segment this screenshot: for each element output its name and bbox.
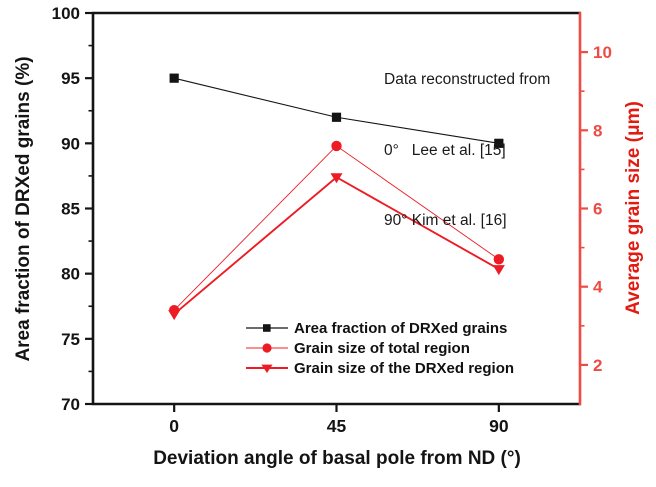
left-axis-title: Area fraction of DRXed grains (%) (13, 56, 34, 362)
annotation-line-1: Data reconstructed from (384, 71, 551, 88)
svg-text:95: 95 (61, 69, 80, 88)
svg-text:0: 0 (169, 416, 179, 436)
triangle-down-marker-icon (246, 364, 288, 373)
legend: Area fraction of DRXed grains Grain size… (246, 318, 514, 378)
right-axis-title: Average grain size (μm) (623, 101, 644, 315)
legend-item-drxed-grain-size: Grain size of the DRXed region (246, 358, 514, 378)
square-marker-icon (246, 324, 288, 332)
svg-text:6: 6 (593, 200, 602, 219)
svg-text:2: 2 (593, 356, 602, 375)
legend-item-area-fraction: Area fraction of DRXed grains (246, 318, 514, 338)
svg-text:8: 8 (593, 121, 602, 140)
legend-label-area-fraction: Area fraction of DRXed grains (294, 319, 508, 337)
annotation-box: Data reconstructed from 0° Lee et al. [1… (384, 21, 550, 280)
circle-marker-icon (246, 343, 288, 353)
svg-text:100: 100 (52, 4, 80, 23)
annotation-line-2: 0° Lee et al. [15] (384, 141, 506, 159)
svg-text:90: 90 (489, 416, 509, 436)
svg-text:4: 4 (593, 278, 603, 297)
legend-item-total-grain-size: Grain size of total region (246, 338, 514, 358)
svg-text:45: 45 (327, 416, 347, 436)
svg-text:85: 85 (61, 200, 80, 219)
legend-label-drxed-grain-size: Grain size of the DRXed region (294, 359, 515, 377)
annotation-line-3: 90° Kim et al. [16] (384, 212, 507, 229)
svg-text:75: 75 (61, 330, 80, 349)
svg-text:70: 70 (61, 395, 80, 414)
x-axis-title: Deviation angle of basal pole from ND (°… (153, 448, 521, 469)
svg-text:90: 90 (61, 134, 80, 153)
svg-text:10: 10 (593, 43, 612, 62)
legend-label-total-grain-size: Grain size of total region (294, 339, 470, 357)
svg-text:80: 80 (61, 265, 80, 284)
